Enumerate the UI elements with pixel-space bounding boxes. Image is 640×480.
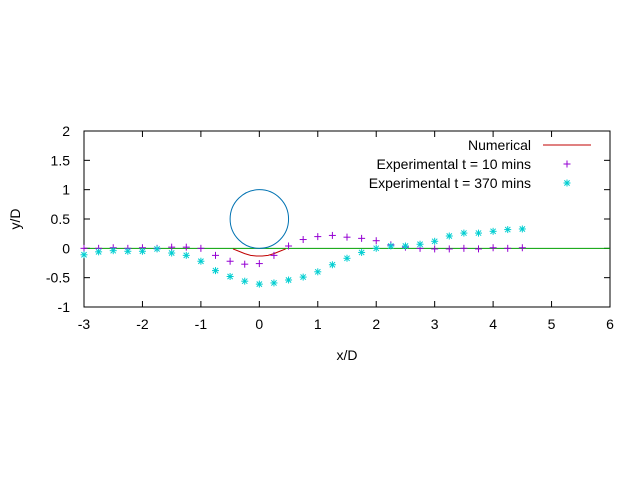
data-point-series-1 (241, 260, 249, 268)
data-point-series-2 (445, 232, 453, 240)
data-point-series-1 (445, 245, 453, 253)
series-line-numerical (232, 248, 286, 257)
data-point-series-2 (460, 229, 468, 237)
data-point-series-2 (285, 276, 293, 284)
data-point-series-1 (489, 244, 497, 252)
data-point-series-2 (241, 277, 249, 285)
data-point-series-2 (226, 272, 234, 280)
data-point-series-1 (460, 244, 468, 252)
data-point-series-1 (504, 244, 512, 252)
data-layer (80, 189, 610, 288)
x-tick-label: 6 (606, 316, 614, 332)
data-point-series-2 (431, 237, 439, 245)
y-tick-label: 2 (62, 123, 70, 139)
y-tick-label: 0 (62, 240, 70, 256)
x-tick-label: 4 (489, 316, 497, 332)
data-point-series-2 (182, 251, 190, 259)
x-tick-label: 3 (431, 316, 439, 332)
data-point-series-1 (328, 231, 336, 239)
data-point-series-1 (299, 236, 307, 244)
data-point-series-2 (109, 247, 117, 255)
data-point-series-1 (270, 251, 278, 259)
data-point-series-2 (80, 251, 88, 259)
data-point-series-1 (372, 237, 380, 245)
data-point-series-1 (168, 243, 176, 251)
data-point-series-2 (270, 279, 278, 287)
data-point-series-2 (314, 268, 322, 276)
x-tick-label: 5 (548, 316, 556, 332)
x-axis-label: x/D (337, 347, 358, 363)
y-tick-label: -0.5 (46, 270, 70, 286)
data-point-series-1 (343, 233, 351, 241)
data-point-series-2 (489, 227, 497, 235)
data-point-series-2 (372, 244, 380, 252)
data-point-series-2 (255, 280, 263, 288)
data-point-series-2 (387, 242, 395, 250)
x-tick-label: 0 (255, 316, 263, 332)
legend-label: Experimental t = 10 mins (377, 156, 531, 172)
data-point-series-1 (285, 242, 293, 250)
y-tick-label: 1.5 (51, 152, 71, 168)
x-tick-label: 1 (314, 316, 322, 332)
data-point-series-2 (168, 249, 176, 257)
x-tick-label: -1 (195, 316, 208, 332)
data-point-series-1 (80, 244, 88, 252)
data-point-series-2 (212, 267, 219, 275)
y-tick-label: -1 (58, 299, 71, 315)
data-point-series-2 (343, 254, 351, 262)
data-point-series-1 (518, 244, 526, 252)
y-tick-label: 1 (62, 182, 70, 198)
data-point-series-1 (212, 251, 219, 259)
data-point-series-2 (95, 248, 103, 256)
x-tick-label: -3 (78, 316, 91, 332)
data-point-series-2 (416, 240, 424, 248)
data-point-series-2 (138, 247, 146, 255)
legend-swatch-marker (563, 160, 571, 168)
y-tick-label: 0.5 (51, 211, 71, 227)
data-point-series-2 (197, 257, 205, 265)
data-point-series-1 (197, 244, 205, 252)
data-point-series-1 (182, 243, 190, 251)
legend-swatch-marker (563, 179, 571, 187)
legend: Numerical Experimental t = 10 mins Experim… (369, 137, 591, 191)
data-point-series-2 (153, 245, 161, 253)
plot-frame (83, 130, 611, 308)
data-point-series-2 (299, 273, 307, 281)
data-point-series-2 (358, 248, 366, 256)
cylinder-circle (229, 189, 290, 249)
legend-label: Numerical (468, 137, 531, 153)
data-point-series-1 (358, 234, 366, 242)
data-point-series-2 (124, 247, 132, 255)
data-point-series-1 (226, 257, 234, 265)
data-point-series-1 (255, 260, 263, 268)
data-point-series-1 (314, 233, 322, 241)
data-point-series-2 (328, 261, 336, 269)
axis-ticks: -3 -2 -1 0 1 2 3 4 5 6 -1 -0.5 0 0.5 1 1.5 2 (46, 123, 614, 332)
x-tick-label: 2 (372, 316, 380, 332)
data-point-series-2 (475, 229, 482, 237)
plot-area (83, 130, 611, 308)
data-point-series-2 (401, 242, 409, 250)
legend-label: Experimental t = 370 mins (369, 175, 531, 191)
y-axis-label: y/D (7, 209, 23, 230)
data-point-series-2 (518, 225, 526, 233)
x-tick-label: -2 (136, 316, 149, 332)
data-point-series-2 (504, 226, 512, 234)
data-point-series-1 (431, 245, 439, 253)
data-point-series-1 (475, 245, 482, 253)
